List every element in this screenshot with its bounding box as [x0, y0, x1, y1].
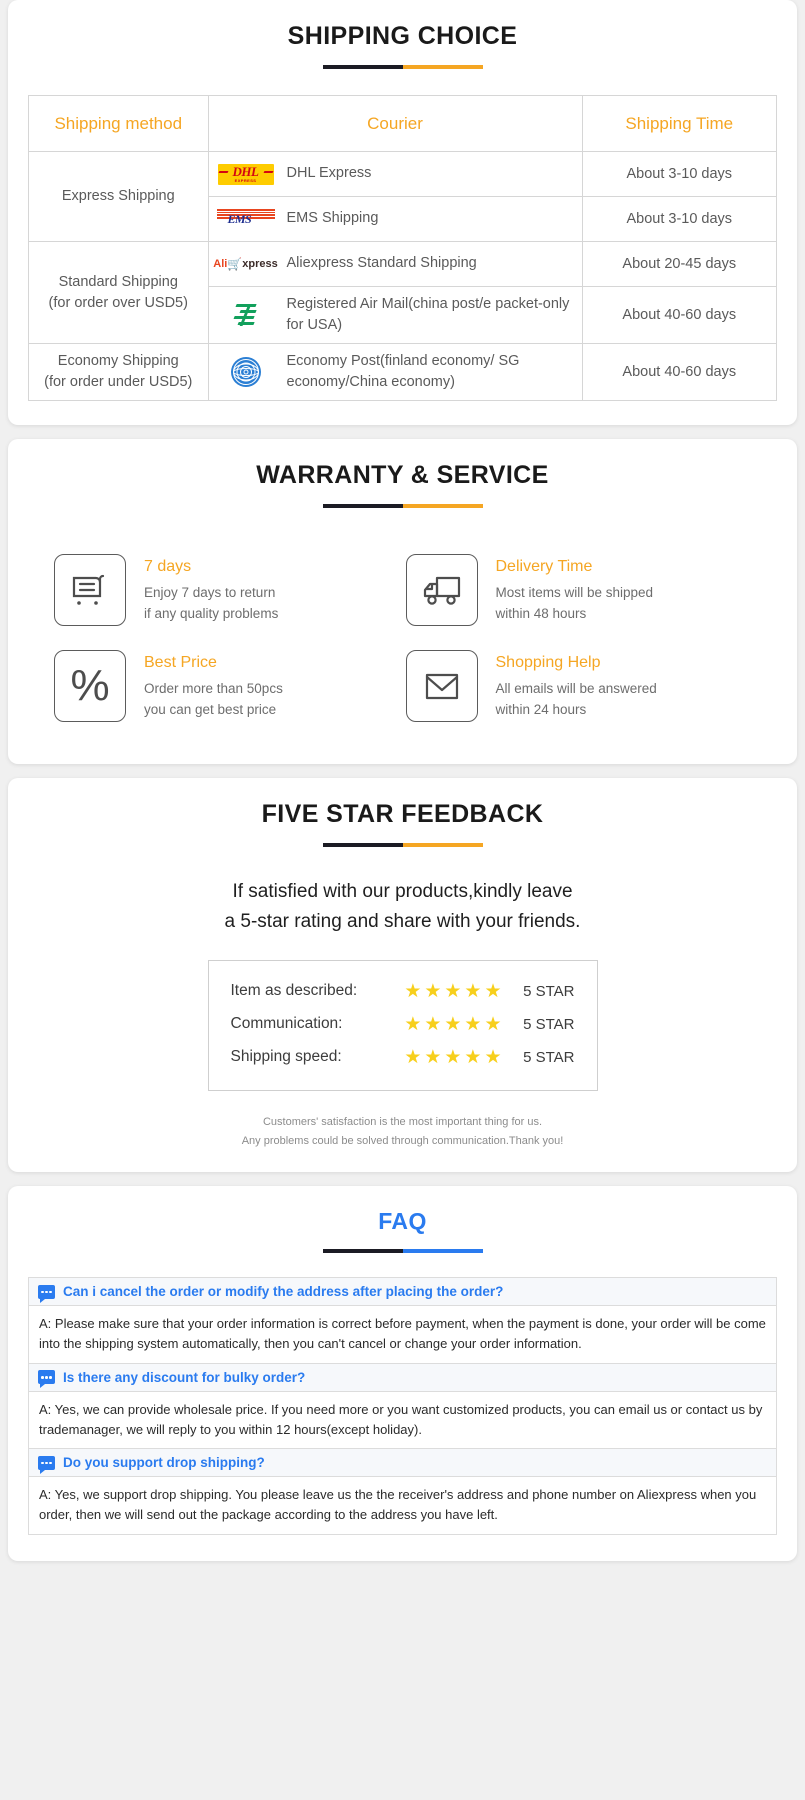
feedback-note: Customers' satisfaction is the most impo…: [241, 1115, 564, 1147]
time-china-post: About 40-60 days: [581, 285, 778, 345]
star-rating-icon: ★★★★★: [404, 1013, 505, 1035]
method-standard-line1: Standard Shipping: [58, 273, 178, 290]
rating-value: 5 STAR: [523, 1048, 575, 1066]
title-rule: [322, 1249, 483, 1254]
title-rule: [322, 65, 483, 69]
rating-value: 5 STAR: [523, 982, 575, 1000]
faq-question-text: Do you support drop shipping?: [63, 1455, 265, 1471]
china-post-logo: [215, 300, 277, 330]
faq-question-1[interactable]: Can i cancel the order or modify the add…: [29, 1278, 776, 1307]
faq-question-2[interactable]: Is there any discount for bulky order?: [29, 1363, 776, 1392]
faq-answer-3: A: Yes, we support drop shipping. You pl…: [29, 1477, 776, 1535]
col-header-time: Shipping Time: [581, 95, 778, 152]
faq-answer-2: A: Yes, we can provide wholesale price. …: [29, 1392, 776, 1450]
courier-name: Registered Air Mail(china post/e packet-…: [286, 296, 570, 334]
table-row: EMS EMS Shipping About 3-10 days: [29, 196, 778, 242]
faq-title: FAQ: [378, 1208, 427, 1235]
shipping-table: Shipping method Courier Shipping Time Ex…: [28, 95, 778, 402]
faq-question-text: Is there any discount for bulky order?: [63, 1369, 306, 1385]
faq-section: FAQ Can i cancel the order or modify the…: [8, 1186, 797, 1561]
star-rating-icon: ★★★★★: [404, 980, 505, 1002]
time-dhl: About 3-10 days: [581, 151, 778, 197]
faq-answer-1: A: Please make sure that your order info…: [29, 1306, 776, 1364]
un-post-logo: [215, 357, 277, 388]
shipping-table-wrapper: Shipping method Courier Shipping Time Ex…: [8, 69, 797, 425]
feedback-title: FIVE STAR FEEDBACK: [261, 800, 544, 829]
courier-name: Aliexpress Standard Shipping: [286, 255, 477, 272]
faq-body: Can i cancel the order or modify the add…: [8, 1253, 797, 1561]
courier-china-post: Registered Air Mail(china post/e packet-…: [207, 285, 583, 345]
warranty-item-title: Shopping Help: [495, 654, 601, 672]
warranty-item-7days: 7 days Enjoy 7 days to return if any qua…: [54, 554, 400, 627]
courier-dhl: DHL EXPRESS DHL Express: [207, 151, 583, 197]
method-standard: Standard Shipping (for order over USD5): [28, 240, 209, 345]
time-economy-post: About 40-60 days: [581, 343, 778, 402]
warranty-title: WARRANTY & SERVICE: [256, 461, 549, 490]
table-row: Economy Shipping (for order under USD5): [28, 343, 778, 402]
warranty-item-desc: Enjoy 7 days to return if any quality pr…: [144, 585, 279, 621]
title-rule: [322, 504, 483, 509]
table-row: Registered Air Mail(china post/e packet-…: [29, 285, 778, 345]
shipping-title: SHIPPING CHOICE: [287, 22, 518, 50]
faq-list: Can i cancel the order or modify the add…: [28, 1277, 777, 1535]
rating-box: Item as described: ★★★★★ 5 STAR Communic…: [207, 959, 598, 1091]
rating-row-communication: Communication: ★★★★★ 5 STAR: [231, 1008, 575, 1041]
shopping-cart-icon: [54, 554, 126, 627]
percent-icon: %: [54, 650, 126, 723]
warranty-item-title: Delivery Time: [495, 558, 593, 576]
warranty-item-desc: All emails will be answered within 24 ho…: [495, 681, 657, 717]
faq-question-3[interactable]: Do you support drop shipping?: [29, 1449, 776, 1478]
col-header-method: Shipping method: [28, 95, 209, 152]
method-economy-line1: Economy Shipping: [57, 353, 179, 370]
method-economy: Economy Shipping (for order under USD5): [28, 343, 209, 402]
rating-label: Shipping speed:: [230, 1048, 342, 1066]
table-row: Express Shipping DHL EXPRESS DHL Express …: [28, 151, 778, 242]
rating-label: Communication:: [230, 1015, 343, 1033]
table-row: Standard Shipping (for order over USD5) …: [28, 240, 778, 345]
feedback-body: If satisfied with our products,kindly le…: [8, 847, 797, 1172]
col-header-courier: Courier: [207, 95, 583, 152]
chat-bubble-icon: [38, 1455, 55, 1474]
method-economy-line2: (for order under USD5): [44, 374, 193, 391]
warranty-item-shopping-help: Shopping Help All emails will be answere…: [405, 650, 752, 723]
aliexpress-logo: Ali 🛒 xpress: [213, 257, 278, 271]
faq-question-text: Can i cancel the order or modify the add…: [63, 1284, 504, 1300]
delivery-truck-icon: [405, 554, 478, 627]
rating-row-item-as-described: Item as described: ★★★★★ 5 STAR: [231, 975, 575, 1008]
warranty-grid: 7 days Enjoy 7 days to return if any qua…: [8, 508, 797, 764]
ems-logo: EMS: [215, 204, 277, 234]
courier-ems: EMS EMS Shipping: [207, 196, 583, 242]
method-express: Express Shipping: [28, 151, 209, 242]
rating-label: Item as described:: [230, 982, 358, 1000]
dhl-logo: DHL EXPRESS: [215, 159, 277, 189]
courier-name: Economy Post(finland economy/ SG economy…: [286, 353, 520, 391]
warranty-item-desc: Order more than 50pcs you can get best p…: [144, 681, 283, 717]
courier-economy-post: Economy Post(finland economy/ SG economy…: [207, 343, 583, 402]
title-rule: [322, 843, 483, 848]
star-rating-icon: ★★★★★: [404, 1046, 505, 1068]
table-header-row: Shipping method Courier Shipping Time: [28, 95, 778, 152]
five-star-feedback-section: FIVE STAR FEEDBACK If satisfied with our…: [8, 778, 797, 1173]
method-standard-line2: (for order over USD5): [48, 294, 188, 311]
warranty-item-best-price: % Best Price Order more than 50pcs you c…: [54, 650, 400, 723]
rating-row-shipping-speed: Shipping speed: ★★★★★ 5 STAR: [231, 1041, 575, 1074]
time-ems: About 3-10 days: [581, 196, 778, 242]
warranty-item-title: Best Price: [144, 654, 217, 672]
warranty-item-title: 7 days: [144, 558, 192, 576]
time-aliexpress: About 20-45 days: [581, 241, 778, 287]
chat-bubble-icon: [38, 1284, 55, 1303]
courier-aliexpress: Ali 🛒 xpress Aliexpress Standard Shipping: [207, 241, 583, 287]
rating-value: 5 STAR: [523, 1015, 575, 1033]
feedback-lead: If satisfied with our products,kindly le…: [224, 881, 581, 932]
envelope-icon: [405, 650, 478, 723]
courier-name: EMS Shipping: [286, 210, 379, 227]
warranty-item-delivery-time: Delivery Time Most items will be shipped…: [405, 554, 752, 627]
warranty-service-section: WARRANTY & SERVICE 7 days Enjoy 7 days t…: [8, 439, 797, 765]
shipping-choice-section: SHIPPING CHOICE Shipping method Courier …: [8, 0, 797, 426]
chat-bubble-icon: [38, 1370, 55, 1389]
courier-name: DHL Express: [286, 165, 372, 182]
warranty-item-desc: Most items will be shipped within 48 hou…: [495, 585, 654, 621]
